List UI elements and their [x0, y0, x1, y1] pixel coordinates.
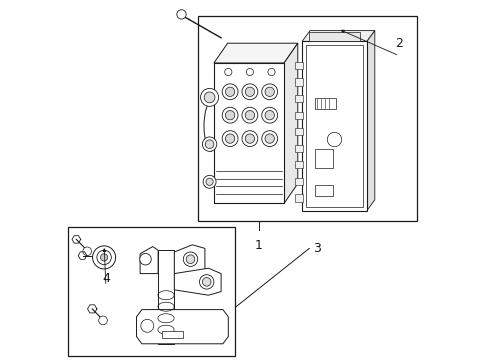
- Circle shape: [199, 275, 213, 289]
- Circle shape: [261, 84, 277, 100]
- Bar: [314, 149, 332, 168]
- Circle shape: [244, 134, 254, 143]
- Circle shape: [92, 246, 115, 269]
- Bar: [309, 32, 359, 41]
- Circle shape: [202, 137, 216, 152]
- Circle shape: [97, 250, 111, 265]
- Circle shape: [222, 84, 238, 100]
- Circle shape: [225, 111, 234, 120]
- Bar: [314, 98, 336, 109]
- Circle shape: [222, 131, 238, 147]
- Bar: [197, 16, 416, 221]
- Bar: [314, 185, 332, 196]
- Circle shape: [82, 247, 91, 256]
- Circle shape: [101, 254, 107, 261]
- Circle shape: [264, 134, 274, 143]
- Polygon shape: [302, 31, 374, 41]
- Circle shape: [183, 252, 197, 266]
- Bar: [294, 161, 302, 168]
- Polygon shape: [213, 43, 297, 63]
- Bar: [68, 227, 235, 356]
- Circle shape: [141, 319, 153, 332]
- Circle shape: [246, 68, 253, 76]
- Circle shape: [186, 255, 194, 264]
- Bar: [162, 331, 183, 338]
- Polygon shape: [174, 268, 221, 295]
- Polygon shape: [136, 310, 228, 344]
- Circle shape: [244, 111, 254, 120]
- Bar: [294, 178, 302, 185]
- Bar: [294, 112, 302, 119]
- Text: 2: 2: [395, 37, 403, 50]
- Circle shape: [204, 92, 215, 103]
- Circle shape: [225, 134, 234, 143]
- Polygon shape: [174, 245, 204, 274]
- Polygon shape: [366, 31, 374, 211]
- Bar: [302, 41, 366, 211]
- Circle shape: [225, 87, 234, 96]
- Circle shape: [200, 89, 218, 107]
- Polygon shape: [140, 247, 158, 274]
- Circle shape: [205, 178, 213, 185]
- Circle shape: [242, 84, 257, 100]
- Circle shape: [224, 68, 231, 76]
- Bar: [213, 63, 284, 203]
- Circle shape: [242, 131, 257, 147]
- Circle shape: [264, 87, 274, 96]
- Circle shape: [264, 111, 274, 120]
- Bar: [158, 250, 174, 344]
- Circle shape: [222, 107, 238, 123]
- Circle shape: [244, 87, 254, 96]
- Bar: [305, 45, 363, 207]
- Circle shape: [202, 278, 211, 286]
- Circle shape: [177, 10, 186, 19]
- Circle shape: [99, 316, 107, 325]
- Bar: [294, 194, 302, 202]
- Text: 4: 4: [102, 273, 110, 285]
- Bar: [294, 145, 302, 152]
- Text: 3: 3: [312, 242, 320, 255]
- Circle shape: [205, 140, 213, 149]
- Circle shape: [261, 107, 277, 123]
- Circle shape: [242, 107, 257, 123]
- Bar: [294, 128, 302, 135]
- Bar: [294, 62, 302, 69]
- Bar: [294, 95, 302, 102]
- Circle shape: [203, 175, 216, 188]
- Circle shape: [326, 132, 341, 147]
- Circle shape: [261, 131, 277, 147]
- Polygon shape: [284, 43, 297, 203]
- Bar: [294, 78, 302, 86]
- Circle shape: [140, 253, 151, 265]
- Text: 1: 1: [254, 239, 263, 252]
- Circle shape: [267, 68, 275, 76]
